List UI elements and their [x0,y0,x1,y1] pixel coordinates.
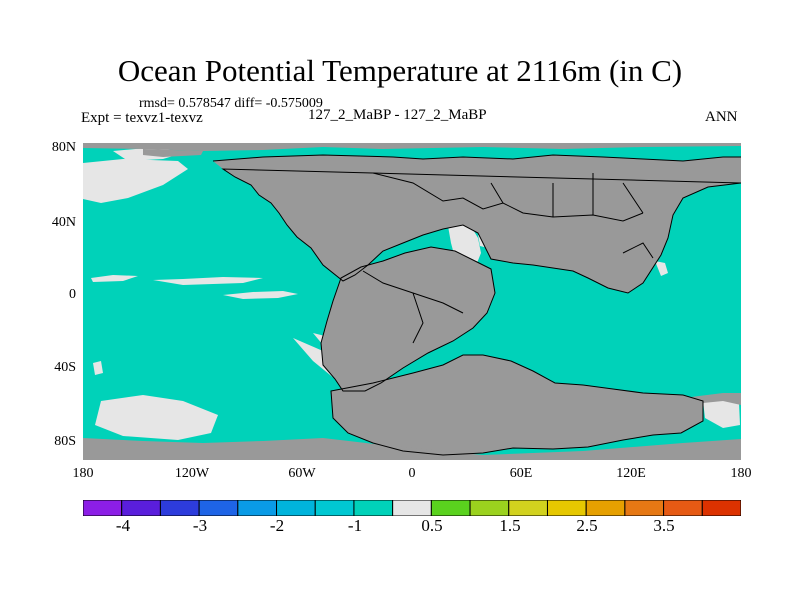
lon-tick-180w: 180 [72,466,94,481]
colorbar-label: -2 [269,516,285,535]
colorbar-label: 2.5 [576,516,598,535]
land-mask [83,143,741,460]
colorbar-box [159,500,200,516]
plot-title: Ocean Potential Temperature at 2116m (in… [117,53,683,88]
map-panel [83,143,741,460]
colorbar-label: -1 [347,516,363,535]
lon-tick-0: 0 [408,466,416,481]
lat-tick-80n: 80N [51,140,76,155]
colorbar-box [121,500,161,516]
colorbar-label: 3.5 [653,516,675,535]
lon-tick-180e: 180 [730,466,752,481]
colorbar-box [663,500,703,516]
colorbar-box [198,500,239,516]
stats-line: rmsd= 0.578547 diff= -0.575009 [139,96,323,111]
colorbar-box [83,500,123,516]
colorbar-label: -3 [192,516,208,535]
colorbar-box [237,500,278,516]
colorbar-label: 1.5 [499,516,521,535]
colorbar-box [546,500,587,516]
colorbar-label: 0.5 [421,516,443,535]
colorbar-box [276,500,316,516]
colorbar-box [353,500,394,516]
colorbar-box [314,500,355,516]
lat-tick-0: 0 [69,287,76,302]
case-label: 127_2_MaBP - 127_2_MaBP [308,107,487,123]
experiment-label: Expt = texvz1-texvz [81,110,203,126]
lon-tick-60e: 60E [509,466,533,481]
colorbar-box [392,500,432,516]
lon-tick-120e: 120E [616,466,646,481]
colorbar-box [469,500,510,516]
lon-tick-60w: 60W [288,466,316,481]
lat-tick-80s: 80S [54,434,76,449]
colorbar-box [624,500,665,516]
colorbar-box [701,500,741,516]
colorbar-label: -4 [115,516,131,535]
season-label: ANN [705,109,738,125]
colorbar [83,500,741,516]
lat-tick-40s: 40S [54,360,76,375]
colorbar-box [508,500,548,516]
colorbar-box [585,500,626,516]
coastlines [212,154,741,456]
colorbar-box [430,500,471,516]
lon-tick-120w: 120W [174,466,210,481]
lat-tick-40n: 40N [51,215,76,230]
